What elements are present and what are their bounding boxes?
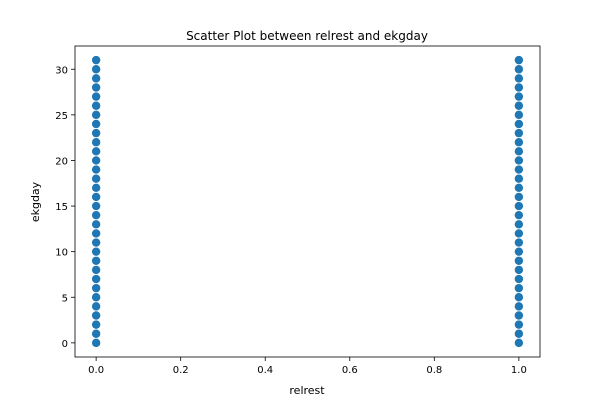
data-point bbox=[91, 192, 101, 202]
points-layer bbox=[91, 55, 524, 348]
data-point bbox=[91, 156, 101, 165]
x-tick-label: 1.0 bbox=[511, 365, 527, 376]
data-point bbox=[91, 320, 101, 329]
data-point bbox=[514, 220, 524, 229]
data-point bbox=[514, 147, 524, 156]
data-point bbox=[514, 83, 524, 92]
data-point bbox=[514, 74, 524, 83]
data-point bbox=[91, 119, 101, 129]
data-point bbox=[514, 329, 524, 338]
data-point bbox=[514, 338, 524, 348]
data-point bbox=[514, 138, 524, 147]
data-point bbox=[514, 311, 524, 320]
x-axis-label: relrest bbox=[289, 384, 325, 397]
data-point bbox=[91, 101, 101, 110]
data-point bbox=[514, 174, 524, 183]
y-tick-label: 0 bbox=[62, 339, 68, 350]
data-point bbox=[91, 220, 101, 229]
data-point bbox=[91, 201, 101, 211]
data-point bbox=[91, 256, 101, 265]
data-point bbox=[514, 192, 524, 202]
data-point bbox=[91, 265, 101, 275]
data-point bbox=[514, 110, 524, 120]
data-point bbox=[91, 311, 101, 320]
y-tick-label: 25 bbox=[55, 111, 68, 122]
data-point bbox=[514, 201, 524, 211]
data-point bbox=[91, 338, 101, 348]
data-point bbox=[514, 210, 524, 220]
x-tick-label: 0.0 bbox=[88, 365, 104, 376]
data-point bbox=[514, 119, 524, 129]
data-point bbox=[91, 283, 101, 293]
data-point bbox=[514, 265, 524, 275]
data-point bbox=[91, 329, 101, 338]
data-point bbox=[514, 65, 524, 74]
chart-title: Scatter Plot between relrest and ekgday bbox=[186, 29, 428, 43]
y-tick-label: 10 bbox=[55, 248, 68, 259]
data-point bbox=[91, 174, 101, 183]
data-point bbox=[514, 247, 524, 256]
y-tick-label: 5 bbox=[62, 293, 68, 304]
data-point bbox=[514, 92, 524, 101]
data-point bbox=[514, 229, 524, 238]
data-point bbox=[91, 302, 101, 311]
x-tick-label: 0.6 bbox=[342, 365, 358, 376]
data-point bbox=[91, 293, 101, 302]
data-point bbox=[91, 74, 101, 83]
data-point bbox=[514, 156, 524, 165]
data-point bbox=[91, 83, 101, 92]
data-point bbox=[514, 293, 524, 302]
data-point bbox=[514, 183, 524, 193]
data-point bbox=[91, 165, 101, 174]
data-point bbox=[91, 65, 101, 74]
data-point bbox=[91, 238, 101, 247]
data-point bbox=[91, 183, 101, 193]
data-point bbox=[514, 320, 524, 329]
data-point bbox=[91, 274, 101, 284]
data-point bbox=[514, 302, 524, 311]
x-tick-label: 0.2 bbox=[173, 365, 189, 376]
data-point bbox=[91, 147, 101, 156]
x-tick-label: 0.8 bbox=[426, 365, 442, 376]
data-point bbox=[91, 229, 101, 238]
data-point bbox=[514, 55, 524, 65]
y-tick-label: 20 bbox=[55, 156, 68, 167]
y-axis-ticks: 0 5 10 15 20 25 30 bbox=[55, 65, 75, 350]
data-point bbox=[91, 247, 101, 256]
data-point bbox=[514, 274, 524, 284]
data-point bbox=[91, 210, 101, 220]
data-point bbox=[514, 165, 524, 174]
data-point bbox=[91, 55, 101, 65]
y-tick-label: 30 bbox=[55, 65, 68, 76]
data-point bbox=[91, 110, 101, 120]
data-point bbox=[514, 238, 524, 247]
data-point bbox=[514, 128, 524, 138]
x-axis-ticks: 0.0 0.2 0.4 0.6 0.8 1.0 bbox=[88, 357, 527, 376]
data-point bbox=[514, 256, 524, 265]
plot-frame bbox=[74, 45, 541, 358]
data-point bbox=[91, 138, 101, 147]
data-point bbox=[514, 101, 524, 110]
y-tick-label: 15 bbox=[55, 202, 68, 213]
y-axis-label: ekgday bbox=[29, 181, 42, 222]
data-point bbox=[514, 283, 524, 293]
data-point bbox=[91, 92, 101, 101]
x-tick-label: 0.4 bbox=[257, 365, 273, 376]
data-point bbox=[91, 128, 101, 138]
